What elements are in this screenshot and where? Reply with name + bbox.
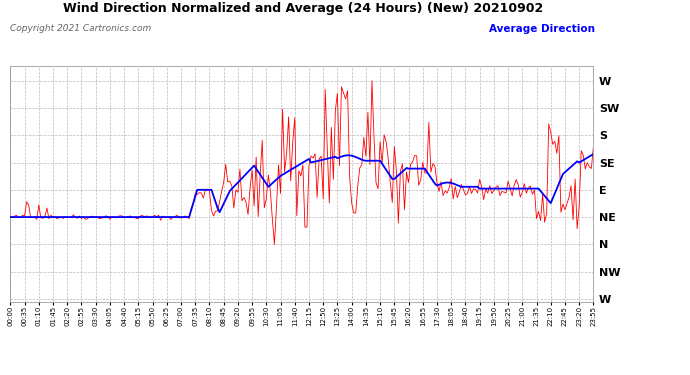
Text: Wind Direction Normalized and Average (24 Hours) (New) 20210902: Wind Direction Normalized and Average (2… [63,2,544,15]
Text: Average Direction: Average Direction [489,24,595,34]
Text: Copyright 2021 Cartronics.com: Copyright 2021 Cartronics.com [10,24,152,33]
